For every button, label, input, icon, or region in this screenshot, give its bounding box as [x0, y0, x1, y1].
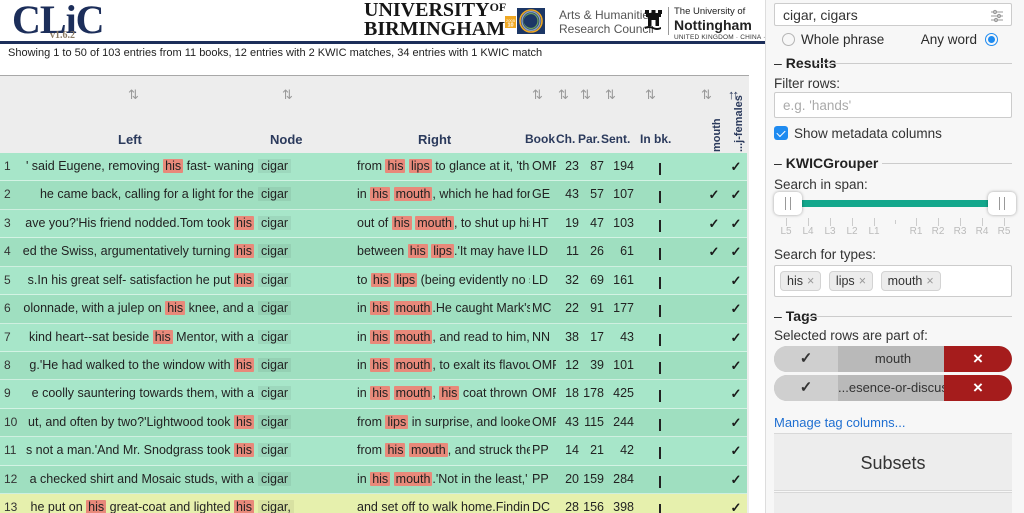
svg-text:2015: 2015 [506, 27, 516, 32]
